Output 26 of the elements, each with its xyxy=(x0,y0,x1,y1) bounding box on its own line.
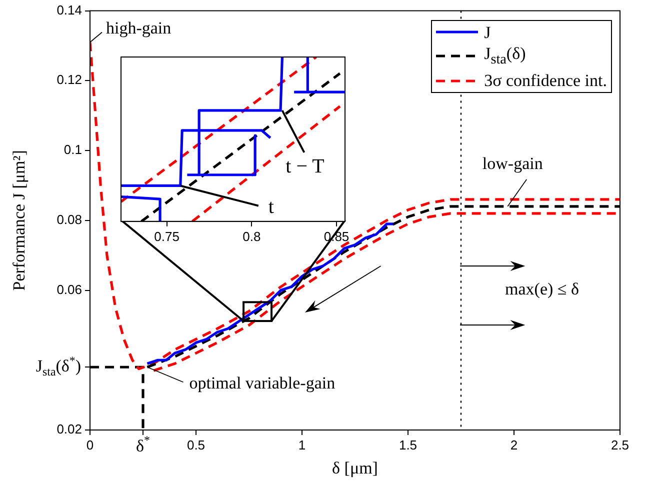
legend-label: J xyxy=(484,22,491,43)
x-tick-label: 0.5 xyxy=(186,437,206,452)
annotation: max(e) ≤ δ xyxy=(505,279,579,298)
x-tick-label: 0.8 xyxy=(242,229,260,244)
legend-label: 3σ confidence int. xyxy=(484,70,607,92)
annotation: t − T xyxy=(285,156,324,178)
y-tick-label: 0.12 xyxy=(56,72,82,88)
y-axis-title: Performance J [μm²] xyxy=(10,150,29,291)
annotation: t xyxy=(268,196,274,218)
y-tick-label: 0.02 xyxy=(56,422,82,437)
annotation: low-gain xyxy=(482,154,544,173)
x-axis-title: δ [μm] xyxy=(332,458,378,478)
x-tick-label: 0 xyxy=(86,437,94,452)
y-tick-label: 0.06 xyxy=(56,282,82,297)
annotation: optimal variable-gain xyxy=(189,374,336,393)
annotation: high-gain xyxy=(106,18,172,38)
x-tick-label: 2.5 xyxy=(610,437,630,452)
x-tick-label: 0.75 xyxy=(154,229,180,244)
legend-label: J$_{sta}$(δ) xyxy=(484,42,526,70)
x-tick-label: 2 xyxy=(510,437,518,452)
x-tick-label: 1 xyxy=(298,437,306,452)
x-tick-label: 1.5 xyxy=(398,437,418,452)
y-tick-label: 0.08 xyxy=(56,212,82,227)
x-tick-label: δ* xyxy=(136,433,150,456)
y-tick-label: 0.14 xyxy=(56,2,82,18)
y-tick-label: 0.1 xyxy=(64,142,82,158)
